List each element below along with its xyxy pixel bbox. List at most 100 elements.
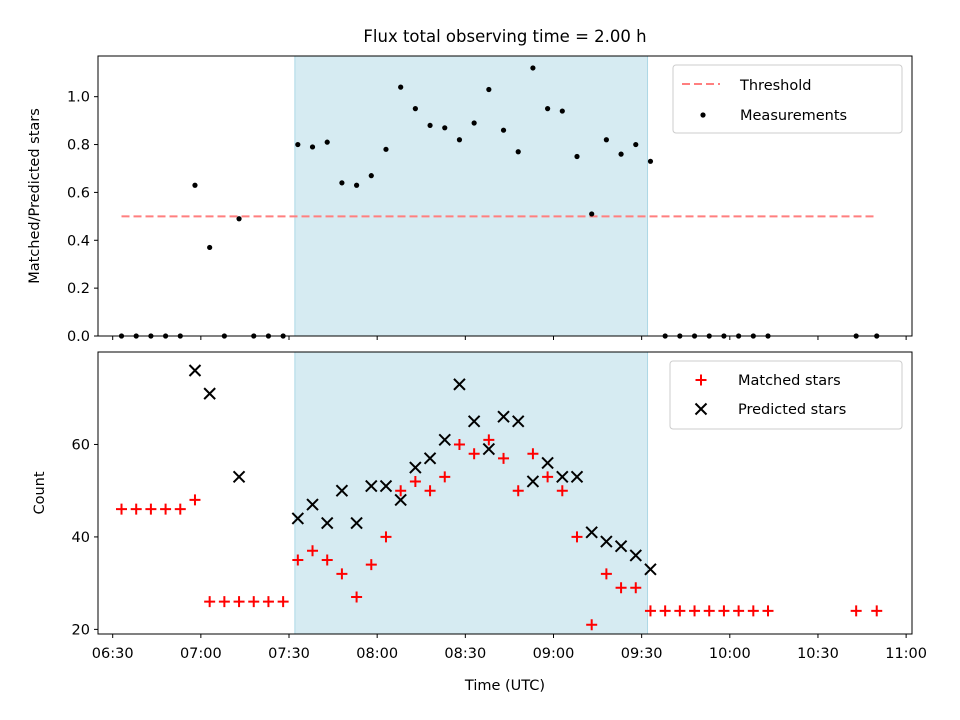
matched-star-point	[733, 605, 745, 617]
predicted-legend-label: Predicted stars	[738, 402, 846, 418]
matched-star-point	[850, 605, 862, 617]
matched-star-point	[659, 605, 671, 617]
bottom-y-tick-label: 40	[72, 530, 90, 546]
measurement-point	[471, 120, 477, 126]
matched-legend-label: Matched stars	[738, 373, 841, 389]
predicted-star-point	[585, 526, 598, 539]
measurement-point	[618, 151, 624, 157]
measurement-point	[427, 122, 433, 129]
matched-star-point	[600, 568, 612, 580]
matched-star-point	[116, 503, 128, 515]
matched-star-point	[262, 596, 274, 608]
measurement-point	[515, 149, 521, 155]
matched-star-point	[718, 605, 730, 617]
measurement-point	[412, 106, 418, 112]
predicted-star-point	[453, 378, 466, 391]
top-legend-box	[672, 64, 903, 134]
measurement-point	[545, 106, 551, 112]
predicted-star-point	[188, 364, 202, 377]
matched-star-point	[512, 485, 524, 497]
measurement-point	[486, 86, 492, 93]
matched-star-point	[336, 568, 348, 580]
predicted-star-point	[321, 516, 334, 530]
bottom-axes-frame	[97, 351, 913, 635]
matched-star-point	[527, 448, 539, 460]
x-tick-label: 10:00	[709, 646, 751, 662]
matched-legend-marker	[695, 374, 707, 386]
predicted-star-point	[306, 498, 319, 511]
bottom-legend-box	[669, 360, 903, 430]
matched-star-point	[556, 485, 568, 497]
x-tick-label: 07:30	[268, 646, 310, 662]
matched-star-point	[630, 582, 642, 594]
measurement-point	[633, 141, 639, 148]
measurement-point	[456, 137, 463, 143]
matched-star-point	[174, 503, 186, 515]
matched-star-point	[189, 494, 201, 506]
predicted-star-point	[467, 415, 481, 428]
measurement-point	[236, 216, 242, 222]
predicted-star-point	[365, 479, 378, 493]
bottom-y-ticks: 20 40 60	[72, 437, 98, 638]
measurements-legend-swatch	[700, 112, 706, 118]
top-y-axis-label: Matched/Predicted stars	[27, 108, 43, 284]
predicted-star-point	[600, 535, 613, 548]
matched-star-point	[248, 596, 260, 608]
matched-star-point	[204, 596, 216, 608]
measurement-point	[559, 108, 565, 114]
predicted-star-point	[497, 410, 510, 423]
measurement-point	[353, 182, 360, 188]
matched-star-point	[762, 605, 774, 617]
x-tick-label: 06:30	[92, 646, 134, 662]
matched-star-point	[498, 452, 510, 464]
top-y-ticks: 0.0 0.2 0.4 0.6 0.8 1.0	[67, 90, 98, 345]
measurement-point	[442, 125, 448, 131]
matched-star-point	[615, 582, 627, 594]
top-y-tick-label: 0.0	[67, 329, 90, 345]
matched-star-point	[351, 591, 363, 603]
chart-title: Flux total observing time = 2.00 h	[363, 27, 646, 46]
predicted-star-point	[614, 539, 628, 553]
measurement-point	[398, 84, 404, 90]
x-tick-label: 09:00	[533, 646, 575, 662]
measurement-point	[647, 158, 654, 164]
measurement-point	[192, 182, 198, 188]
top-y-tick-label: 0.6	[67, 185, 90, 201]
top-y-tick-label: 0.4	[67, 233, 90, 249]
matched-star-point	[233, 596, 245, 608]
matched-star-point	[483, 434, 495, 446]
top-x-ticks	[112, 336, 907, 340]
count-points	[116, 364, 883, 631]
predicted-star-point	[526, 475, 540, 488]
measurement-point	[295, 141, 301, 148]
predicted-star-point	[203, 387, 216, 400]
measurement-point	[309, 144, 316, 150]
top-panel: 0.0 0.2 0.4 0.6 0.8 1.0 Matched/Predicted sta…	[27, 55, 913, 345]
x-tick-label: 09:30	[621, 646, 663, 662]
measurement-point	[589, 211, 595, 217]
predicted-star-point	[350, 516, 363, 530]
predicted-star-point	[409, 461, 422, 474]
measurement-point	[324, 139, 330, 145]
measurement-point	[339, 180, 345, 186]
x-axis-label: Time (UTC)	[464, 678, 545, 694]
measurement-point	[207, 244, 213, 251]
top-y-tick-label: 0.2	[67, 281, 90, 297]
predicted-star-point	[482, 442, 496, 456]
bottom-panel: 20 40 60 06:30 07:00 07:30 08:00 08:30 09:00 09:…	[32, 351, 927, 694]
predicted-star-point	[335, 484, 349, 497]
matched-star-point	[130, 503, 142, 515]
x-tick-label: 11:00	[885, 646, 927, 662]
matched-star-point	[689, 605, 701, 617]
matched-star-point	[674, 605, 686, 617]
matched-star-point	[160, 503, 172, 515]
top-axes-frame	[97, 55, 913, 337]
bottom-y-tick-label: 20	[72, 622, 90, 638]
matched-star-point	[218, 596, 230, 608]
matched-legend-swatch	[695, 374, 707, 386]
bottom-legend: Matched stars Predicted stars	[669, 360, 903, 430]
matched-star-point	[644, 605, 656, 617]
predicted-star-point	[291, 512, 305, 525]
matched-star-point	[365, 559, 377, 571]
